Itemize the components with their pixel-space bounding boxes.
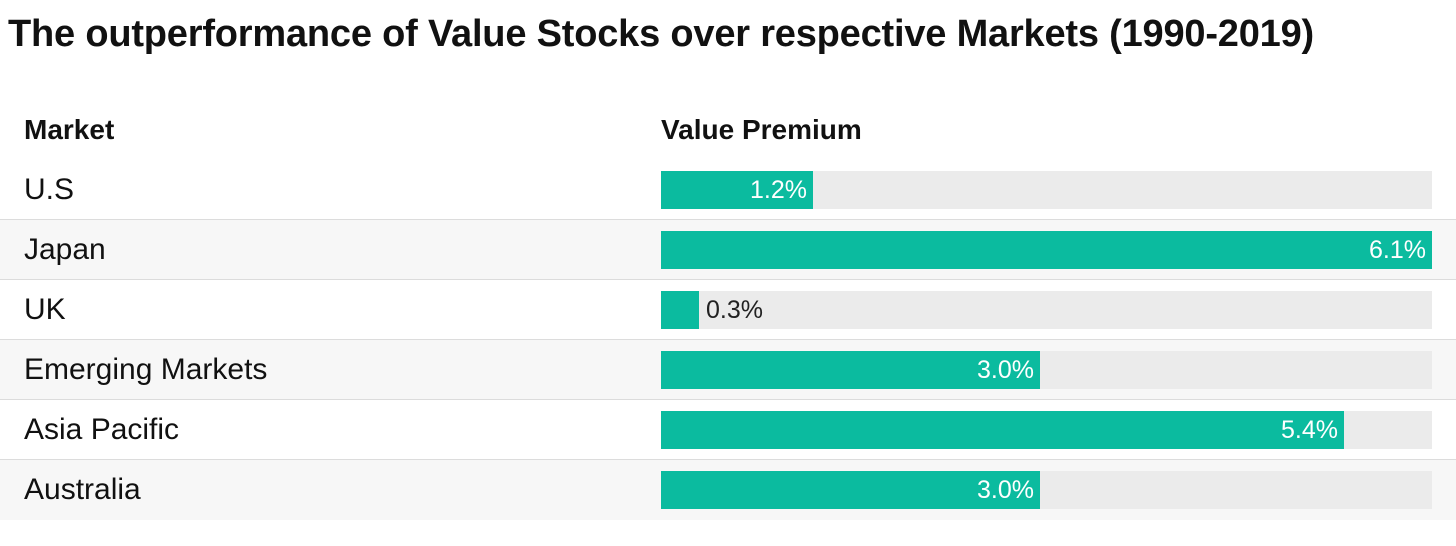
bar-track: 6.1% bbox=[661, 231, 1432, 269]
bar-track: 1.2% bbox=[661, 171, 1432, 209]
bar-value-label: 5.4% bbox=[1281, 416, 1338, 444]
bar-value-label: 3.0% bbox=[977, 476, 1034, 504]
table-header-row: Market Value Premium bbox=[0, 100, 1456, 160]
bar-track: 3.0% bbox=[661, 471, 1432, 509]
bar-value-label: 1.2% bbox=[750, 176, 807, 204]
market-label: Japan bbox=[24, 233, 106, 266]
bar-value-label: 0.3% bbox=[706, 296, 763, 324]
table-row: Japan 6.1% bbox=[0, 220, 1456, 280]
bar bbox=[661, 291, 699, 329]
market-label: Australia bbox=[24, 473, 141, 506]
table-row: Emerging Markets 3.0% bbox=[0, 340, 1456, 400]
bar bbox=[661, 351, 1040, 389]
table-row: Asia Pacific 5.4% bbox=[0, 400, 1456, 460]
value-premium-column-header: Value Premium bbox=[661, 114, 862, 145]
bar bbox=[661, 231, 1432, 269]
bar-value-label: 3.0% bbox=[977, 356, 1034, 384]
bar-track: 5.4% bbox=[661, 411, 1432, 449]
market-label: U.S bbox=[24, 173, 75, 206]
table-row: U.S 1.2% bbox=[0, 160, 1456, 220]
value-premium-table: Market Value Premium U.S 1.2% Japan 6.1% UK 0… bbox=[0, 100, 1456, 520]
bar bbox=[661, 171, 813, 209]
chart-title: The outperformance of Value Stocks over … bbox=[8, 13, 1314, 55]
table-body: U.S 1.2% Japan 6.1% UK 0.3% Emerging Markets 3.… bbox=[0, 160, 1456, 520]
bar-track: 0.3% bbox=[661, 291, 1432, 329]
table-row: Australia 3.0% bbox=[0, 460, 1456, 520]
bar-value-label: 6.1% bbox=[1369, 236, 1426, 264]
bar bbox=[661, 471, 1040, 509]
table-row: UK 0.3% bbox=[0, 280, 1456, 340]
market-label: UK bbox=[24, 293, 66, 326]
market-label: Emerging Markets bbox=[24, 353, 268, 386]
bar-track: 3.0% bbox=[661, 351, 1432, 389]
market-label: Asia Pacific bbox=[24, 413, 180, 446]
bar bbox=[661, 411, 1344, 449]
market-column-header: Market bbox=[24, 114, 115, 145]
